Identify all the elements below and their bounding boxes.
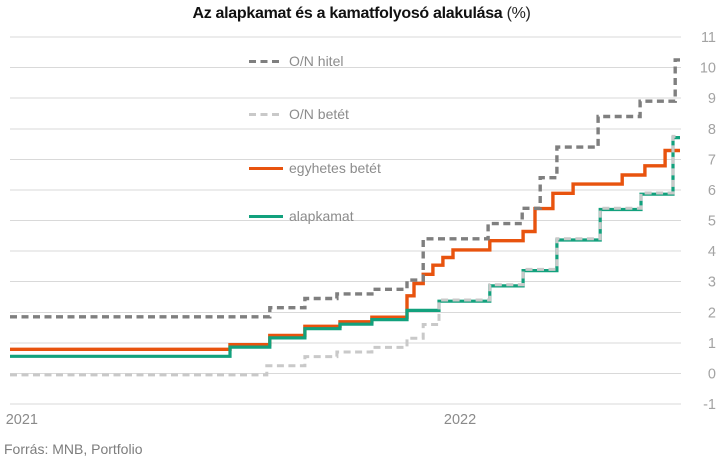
y-tick-label: 11 — [701, 30, 716, 46]
y-tick-label: 3 — [708, 275, 716, 291]
y-tick-label: 1 — [708, 336, 716, 352]
y-tick-label: 8 — [708, 122, 716, 138]
chart-title-text: Az alapkamat és a kamatfolyosó alakulása — [192, 5, 503, 22]
legend-item-alapkamat: alapkamat — [249, 207, 354, 225]
solid-line-swatch-icon — [249, 214, 283, 218]
series-line-o-n-hitel — [10, 58, 680, 319]
legend-label: egyhetes betét — [289, 160, 381, 176]
y-tick-label: 10 — [700, 61, 716, 77]
series-line-egyhetes-bet-t — [10, 148, 680, 351]
legend-item-on-betet: O/N betét — [249, 105, 349, 123]
solid-line-swatch-icon — [249, 166, 283, 170]
y-tick-label: 4 — [708, 244, 716, 260]
dashed-line-swatch-icon — [249, 112, 283, 116]
legend-item-on-hitel: O/N hitel — [249, 52, 343, 70]
chart-title-unit: (%) — [506, 5, 531, 22]
y-tick-label: 6 — [708, 183, 716, 199]
series-line-o-n-bet-t — [10, 134, 680, 377]
source-note: Forrás: MNB, Portfolio — [4, 441, 143, 457]
x-tick-label: 2022 — [444, 412, 476, 428]
dashed-line-swatch-icon — [249, 59, 283, 63]
x-tick-label: 2021 — [6, 412, 38, 428]
legend-item-egyhetes-betet: egyhetes betét — [249, 159, 381, 177]
legend-label: O/N hitel — [289, 53, 344, 69]
y-tick-label: 0 — [708, 366, 716, 382]
y-tick-label: -1 — [703, 397, 716, 413]
legend-label: alapkamat — [289, 208, 354, 224]
y-tick-label: 7 — [708, 152, 716, 168]
y-tick-label: 9 — [708, 91, 716, 107]
legend-label: O/N betét — [289, 106, 349, 122]
chart-title: Az alapkamat és a kamatfolyosó alakulása… — [0, 5, 723, 23]
y-tick-label: 2 — [708, 305, 716, 321]
y-tick-label: 5 — [708, 214, 716, 230]
